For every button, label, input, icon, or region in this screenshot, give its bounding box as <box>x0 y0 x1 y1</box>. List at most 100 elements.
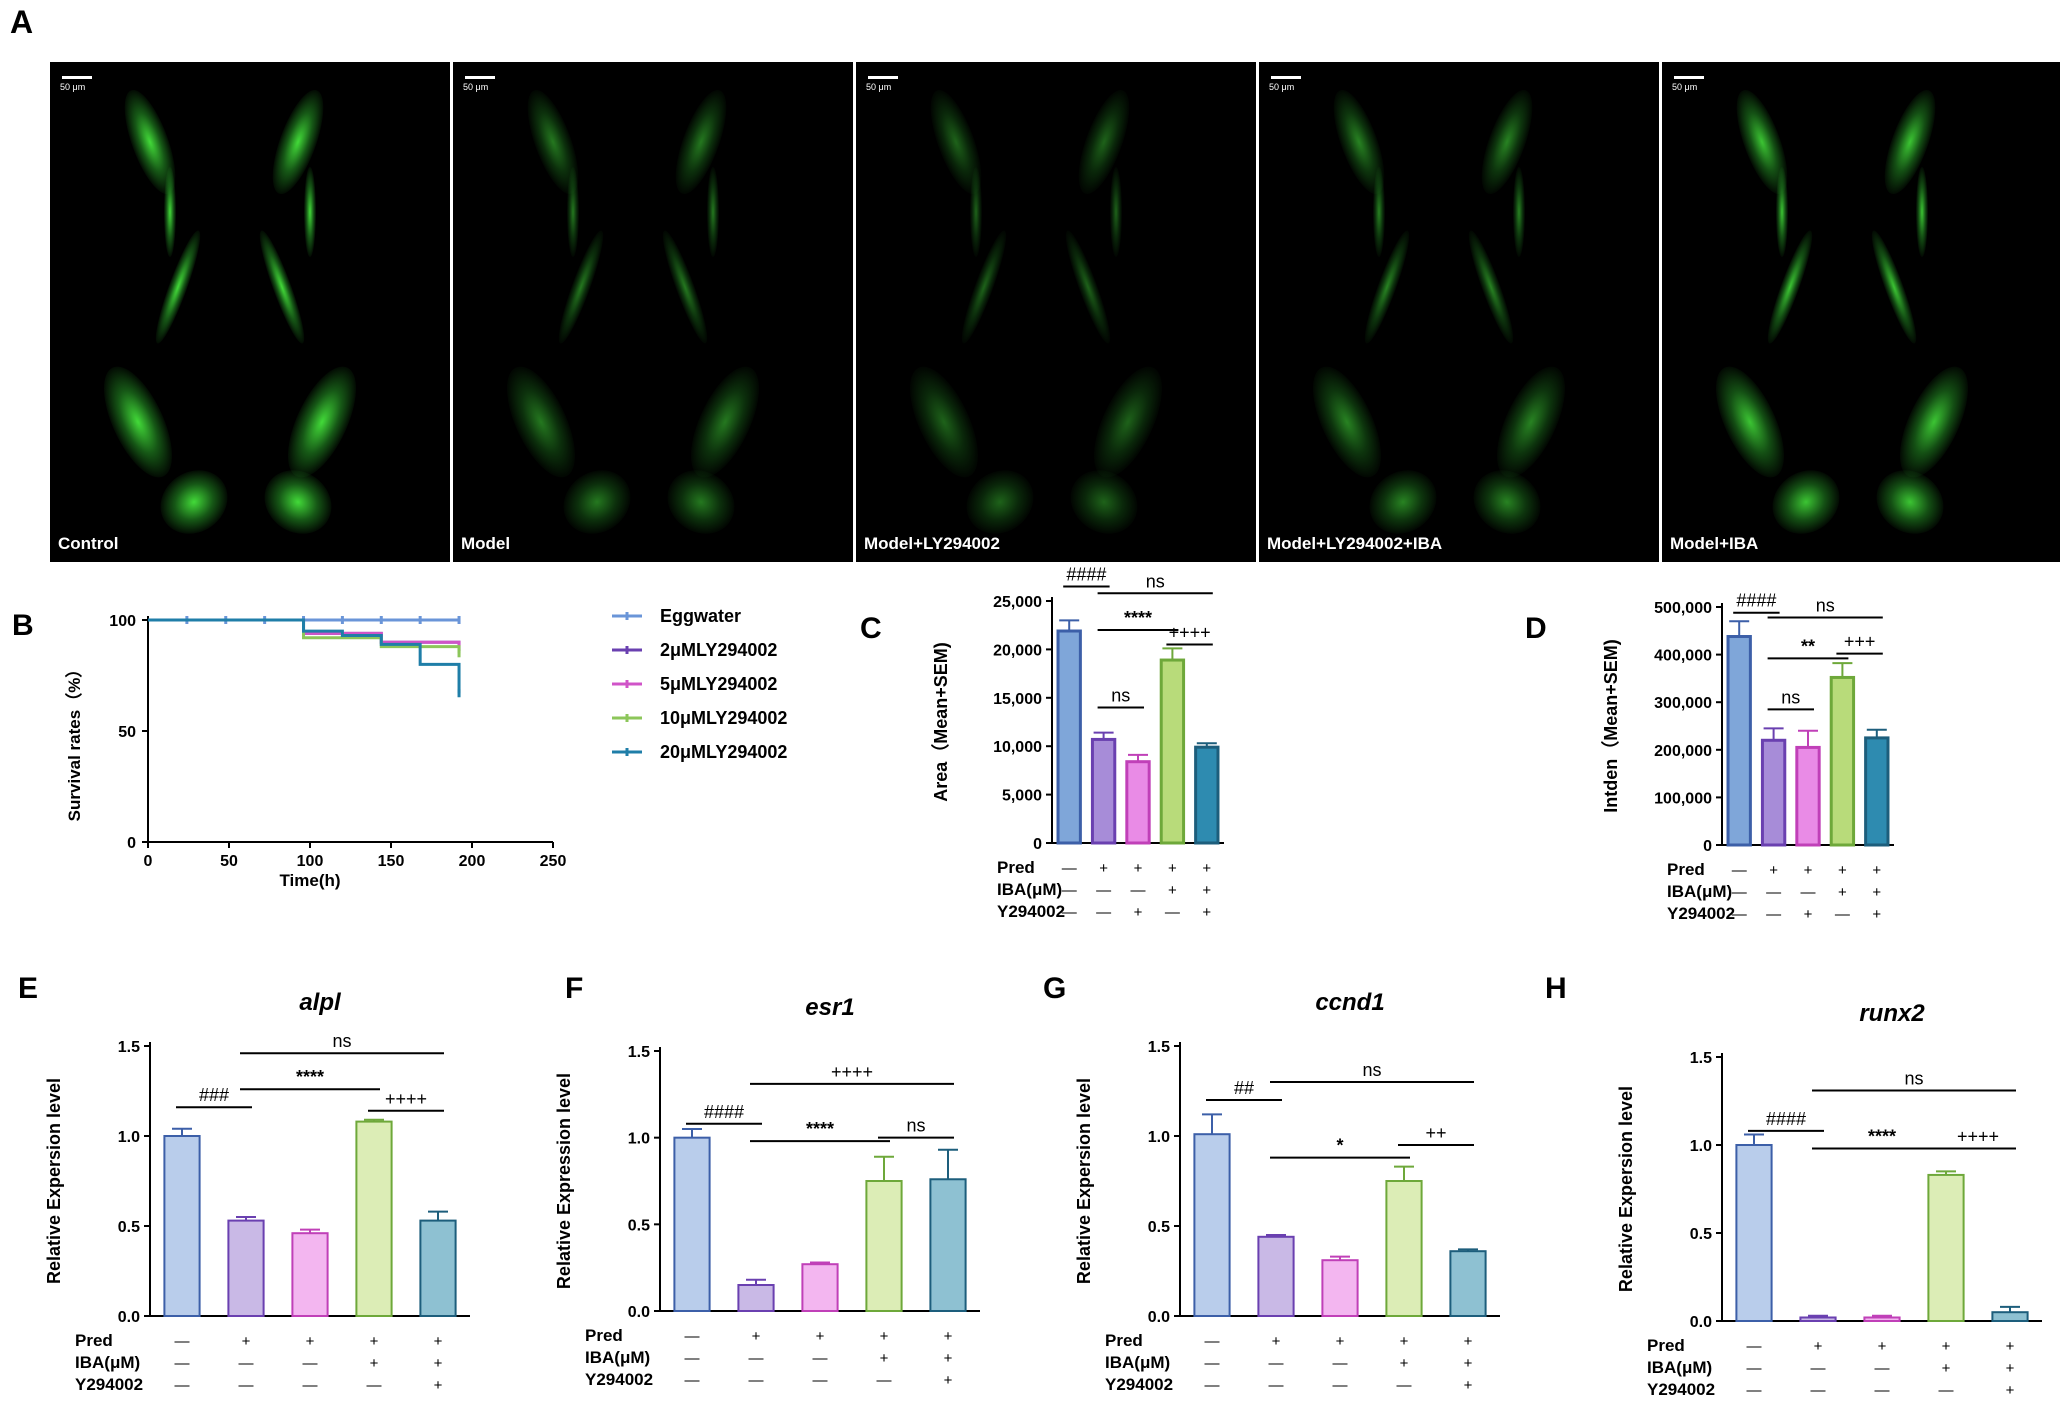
micrograph-label: Model+IBA <box>1670 534 1759 553</box>
y-tick-label: 0.0 <box>118 1309 140 1326</box>
significance-label: ++++ <box>1169 623 1211 643</box>
bar <box>865 1180 903 1312</box>
fluorescence-region <box>1110 167 1122 257</box>
condition-sign: + <box>944 1350 953 1367</box>
condition-sign: + <box>1400 1355 1409 1372</box>
significance-label: ### <box>199 1085 229 1105</box>
bar <box>1735 1144 1773 1322</box>
condition-sign: — <box>1205 1333 1220 1350</box>
condition-sign: + <box>1878 1338 1887 1355</box>
y-tick-label: 10,000 <box>993 739 1042 756</box>
condition-sign: + <box>370 1333 379 1350</box>
y-tick-label: 100,000 <box>1654 790 1712 807</box>
significance-label: ns <box>1904 1068 1923 1088</box>
condition-label: IBA(μM) <box>75 1353 140 1372</box>
y-tick-label: 300,000 <box>1654 695 1712 712</box>
condition-label: IBA(μM) <box>1647 1358 1712 1377</box>
significance-label: ** <box>1801 636 1815 656</box>
significance-label: ++++ <box>385 1089 427 1109</box>
bar <box>1193 1133 1231 1317</box>
condition-sign: — <box>1939 1382 1954 1399</box>
scale-bar-label: 50 μm <box>1269 82 1295 92</box>
condition-sign: + <box>434 1377 443 1394</box>
condition-label: Y294002 <box>1105 1375 1173 1394</box>
significance-label: * <box>1336 1136 1343 1156</box>
y-tick-label: 1.5 <box>1148 1039 1170 1056</box>
y-tick-label: 0.0 <box>1148 1309 1170 1326</box>
significance-label: ns <box>1816 595 1835 615</box>
fluorescence-region <box>1916 167 1928 257</box>
fluorescence-region <box>1513 167 1525 257</box>
x-tick-label: 50 <box>220 853 238 870</box>
chart-title: alpl <box>299 989 342 1016</box>
y-axis-label: Relative Expersion level <box>44 1078 64 1284</box>
bar <box>1321 1259 1359 1317</box>
condition-sign: — <box>239 1355 254 1372</box>
significance-label: #### <box>1766 1109 1806 1129</box>
bar <box>1159 658 1186 845</box>
micrograph-control: 50 μm Control <box>50 62 450 562</box>
x-tick-label: 250 <box>540 853 567 870</box>
y-axis-label: Relative Expersion level <box>1074 1078 1094 1284</box>
significance-label: ns <box>1146 571 1165 591</box>
condition-label: Y294002 <box>75 1375 143 1394</box>
condition-sign: — <box>303 1355 318 1372</box>
condition-sign: + <box>2006 1338 2015 1355</box>
y-tick-label: 0 <box>1703 838 1712 855</box>
y-tick-label: 1.0 <box>628 1131 650 1148</box>
condition-sign: + <box>752 1328 761 1345</box>
condition-sign: + <box>1336 1333 1345 1350</box>
y-tick-label: 500,000 <box>1654 600 1712 617</box>
significance-label: **** <box>1868 1127 1896 1147</box>
micrograph-model-ly294002-iba: 50 μm Model+LY294002+IBA <box>1259 62 1659 562</box>
condition-sign: — <box>1333 1355 1348 1372</box>
condition-sign: + <box>1769 862 1778 879</box>
significance-label: **** <box>1124 608 1152 628</box>
bar <box>801 1263 839 1312</box>
condition-label: Pred <box>1105 1331 1143 1350</box>
panel-a-letter: A <box>10 4 34 40</box>
bar <box>355 1120 393 1317</box>
condition-sign: — <box>1811 1382 1826 1399</box>
legend-label: 20μMLY294002 <box>660 742 787 762</box>
micrograph-model: 50 μm Model <box>453 62 853 562</box>
condition-sign: — <box>1096 882 1111 899</box>
condition-sign: + <box>880 1350 889 1367</box>
micrograph-model-ly294002: 50 μm Model+LY294002 <box>856 62 1256 562</box>
condition-label: IBA(μM) <box>1667 882 1732 901</box>
bar <box>1760 738 1787 847</box>
scale-bar-label: 50 μm <box>1672 82 1698 92</box>
x-axis-label: Time(h) <box>279 871 340 890</box>
condition-sign: + <box>1872 884 1881 901</box>
y-tick-label: 200,000 <box>1654 743 1712 760</box>
condition-label: Pred <box>1647 1336 1685 1355</box>
condition-sign: — <box>175 1333 190 1350</box>
condition-sign: + <box>1942 1360 1951 1377</box>
condition-sign: + <box>880 1328 889 1345</box>
micrograph-label: Model+LY294002 <box>864 534 1000 553</box>
panel-letter: F <box>565 972 583 1005</box>
y-tick-label: 1.0 <box>1690 1138 1712 1155</box>
condition-sign: — <box>1732 862 1747 879</box>
condition-sign: — <box>1811 1360 1826 1377</box>
legend-label: 5μMLY294002 <box>660 674 777 694</box>
y-tick-label: 400,000 <box>1654 648 1712 665</box>
condition-sign: + <box>1942 1338 1951 1355</box>
condition-sign: — <box>1165 904 1180 921</box>
bar <box>1090 737 1117 845</box>
y-tick-label: 0.5 <box>1690 1226 1712 1243</box>
panel-letter: C <box>860 612 882 645</box>
survival-line <box>148 618 461 694</box>
fluorescence-region <box>970 167 982 257</box>
y-tick-label: 0.5 <box>1148 1219 1170 1236</box>
bar <box>1927 1173 1965 1323</box>
significance-label: #### <box>1736 591 1776 611</box>
significance-label: ns <box>1111 685 1130 705</box>
scale-bar <box>1271 76 1301 79</box>
condition-sign: + <box>944 1328 953 1345</box>
condition-sign: — <box>1062 882 1077 899</box>
x-tick-label: 150 <box>378 853 405 870</box>
